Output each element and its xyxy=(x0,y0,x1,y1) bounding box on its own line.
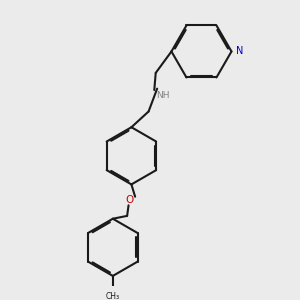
Text: N: N xyxy=(236,46,243,56)
Text: NH: NH xyxy=(156,92,169,100)
Text: O: O xyxy=(126,195,134,205)
Text: CH₃: CH₃ xyxy=(106,292,120,300)
